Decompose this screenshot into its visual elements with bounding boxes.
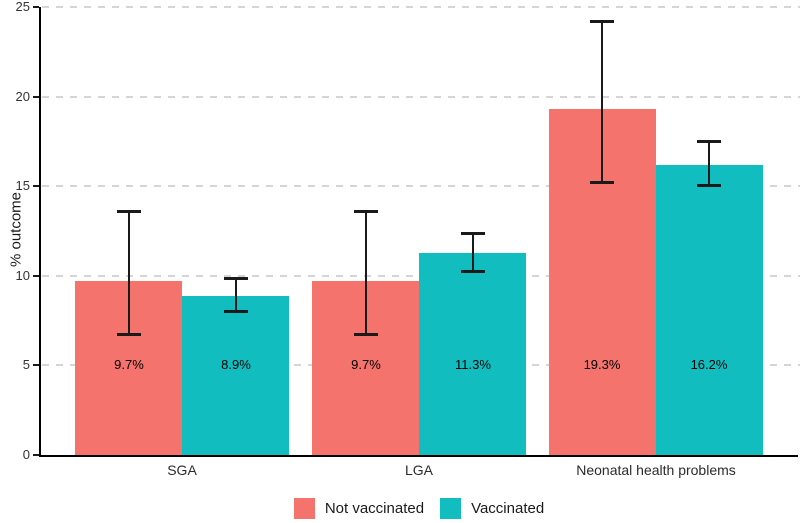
y-axis-tick-label-0: 0 [22, 447, 30, 462]
gridline-25 [42, 6, 800, 8]
legend-label-not-vaccinated: Not vaccinated [324, 499, 425, 517]
y-axis-line [39, 7, 41, 457]
bar-vaccinated-neonatal-health-problems [656, 164, 763, 455]
error-bar-cap-bottom-vaccinated-neonatal-health-problems [697, 184, 721, 188]
x-axis-category-label-sga: SGA [167, 462, 197, 478]
bar-value-label-not-vaccinated-neonatal-health-problems: 19.3% [583, 357, 621, 373]
legend-item-not-vaccinated: Not vaccinated [293, 497, 425, 519]
legend-label-vaccinated: Vaccinated [471, 499, 545, 517]
error-bar-cap-bottom-vaccinated-lga [461, 270, 485, 274]
error-bar-cap-bottom-not-vaccinated-neonatal-health-problems [590, 180, 614, 184]
bar-vaccinated-lga [419, 252, 526, 455]
y-axis-tick-0 [33, 454, 39, 456]
legend-swatch-not-vaccinated [293, 497, 315, 519]
bar-value-label-vaccinated-lga: 11.3% [455, 357, 491, 373]
legend-item-vaccinated: Vaccinated [440, 497, 545, 519]
legend-swatch-vaccinated [440, 497, 462, 519]
error-bar-cap-top-vaccinated-lga [461, 231, 485, 235]
y-axis-title: % outcome [7, 191, 25, 268]
x-axis-line [39, 455, 798, 457]
error-bar-cap-top-vaccinated-neonatal-health-problems [697, 140, 721, 144]
error-bar-not-vaccinated-neonatal-health-problems [601, 21, 603, 183]
error-bar-cap-top-not-vaccinated-sga [117, 210, 141, 214]
error-bar-cap-bottom-not-vaccinated-lga [354, 332, 378, 336]
bar-value-label-not-vaccinated-sga: 9.7% [114, 357, 144, 373]
y-axis-tick-label-15: 15 [15, 178, 30, 194]
chart-legend: Not vaccinated Vaccinated [40, 496, 798, 520]
gridline-15 [42, 185, 800, 188]
y-axis-tick-10 [33, 274, 39, 277]
error-bar-cap-bottom-vaccinated-sga [224, 309, 248, 313]
bar-vaccinated-sga [182, 295, 289, 455]
gridline-20 [42, 95, 800, 98]
error-bar-cap-top-not-vaccinated-neonatal-health-problems [590, 20, 614, 24]
y-axis-tick-label-10: 10 [15, 267, 30, 283]
y-axis-tick-label-20: 20 [15, 88, 30, 104]
bar-value-label-not-vaccinated-lga: 9.7% [351, 357, 381, 373]
y-axis-tick-5 [33, 364, 39, 367]
error-bar-vaccinated-lga [472, 232, 474, 273]
error-bar-cap-top-vaccinated-sga [224, 276, 248, 280]
bar-value-label-vaccinated-sga: 8.9% [221, 357, 251, 373]
error-bar-vaccinated-neonatal-health-problems [708, 141, 710, 187]
y-axis-tick-label-5: 5 [22, 357, 30, 373]
bar-value-label-vaccinated-neonatal-health-problems: 16.2% [690, 357, 728, 373]
x-axis-category-label-lga: LGA [404, 462, 434, 478]
error-bar-not-vaccinated-sga [128, 211, 130, 335]
y-axis-tick-15 [33, 185, 39, 188]
x-axis-category-label-neonatal-health-problems: Neonatal health problems [576, 462, 736, 478]
y-axis-tick-label-25: 25 [15, 0, 30, 14]
y-axis-tick-25 [33, 6, 39, 8]
error-bar-cap-top-not-vaccinated-lga [354, 210, 378, 214]
error-bar-vaccinated-sga [235, 277, 237, 312]
error-bar-not-vaccinated-lga [365, 211, 367, 335]
y-axis-tick-20 [33, 95, 39, 98]
error-bar-cap-bottom-not-vaccinated-sga [117, 332, 141, 336]
